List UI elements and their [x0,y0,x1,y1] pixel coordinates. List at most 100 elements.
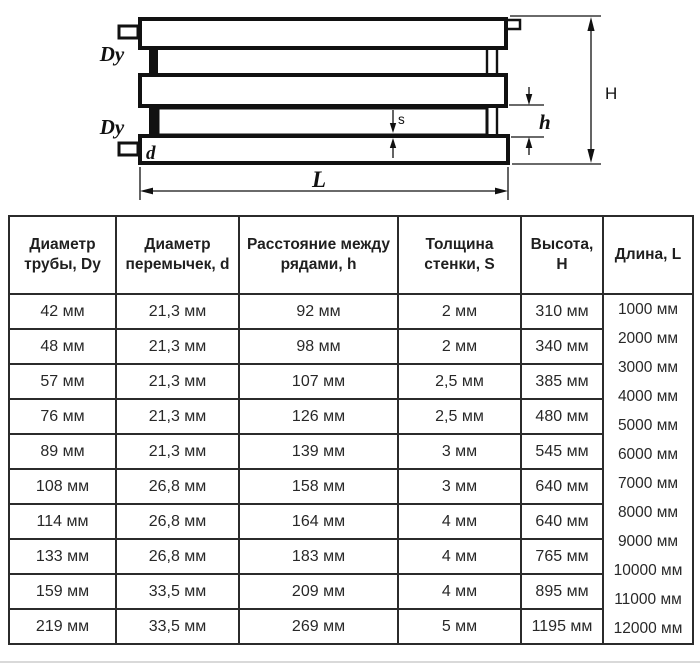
table-cell: 107 мм [238,363,399,400]
table-row: 219 мм 33,5 мм 269 мм 5 мм 1195 мм [8,608,693,645]
column-header-jumper-diameter: Диаметр перемычек, d [115,215,240,295]
table-cell: 2,5 мм [397,398,522,435]
table-cell: 21,3 мм [115,293,240,330]
fitting-top-left [117,24,140,40]
table-cell: 57 мм [8,363,117,400]
table-cell: 4 мм [397,503,522,540]
table-cell: 164 мм [238,503,399,540]
table-cell: 26,8 мм [115,503,240,540]
pipe-row-3 [156,106,489,137]
table-cell: 21,3 мм [115,363,240,400]
jumper-left-upper [149,46,158,78]
arrowhead-h-top [525,94,533,105]
dimensions-table: Диаметр трубы, Dy Диаметр перемычек, d Р… [8,215,694,645]
column-header-row-spacing: Расстояние между рядами, h [238,215,399,295]
table-cell: 269 мм [238,608,399,645]
table-cell: 480 мм [520,398,604,435]
length-value: 10000 мм [613,562,683,579]
table-cell: 89 мм [8,433,117,470]
table-cell: 3 мм [397,468,522,505]
table-cell: 340 мм [520,328,604,365]
table-cell: 108 мм [8,468,117,505]
length-value: 4000 мм [617,388,679,405]
fitting-bottom-left [117,141,140,157]
table-row: 108 мм 26,8 мм 158 мм 3 мм 640 мм [8,468,693,505]
length-value: 1000 мм [617,301,679,318]
jumper-left-lower [149,104,158,138]
arrowhead-h-bottom [525,137,533,148]
label-s: s [398,112,405,127]
table-cell: 895 мм [520,573,604,610]
table-cell: 33,5 мм [115,608,240,645]
pipe-row-2 [138,73,508,108]
table-row: 159 мм 33,5 мм 209 мм 4 мм 895 мм [8,573,693,610]
table-cell: 33,5 мм [115,573,240,610]
table-cell: 21,3 мм [115,328,240,365]
length-value: 11000 мм [614,591,682,608]
table-cell: 209 мм [238,573,399,610]
column-header-wall-thickness: Толщина стенки, S [397,215,522,295]
table-cell: 310 мм [520,293,604,330]
register-diagram-svg: Dy Dy d s h H L [99,15,617,200]
table-cell: 5 мм [397,608,522,645]
length-values-cell: 1000 мм 2000 мм 3000 мм 4000 мм 5000 мм … [602,293,694,645]
image-bottom-border [0,661,700,663]
table-cell: 92 мм [238,293,399,330]
dimension-H [510,15,601,165]
table-cell: 385 мм [520,363,604,400]
table-row: 48 мм 21,3 мм 98 мм 2 мм 340 мм [8,328,693,365]
table-cell: 159 мм [8,573,117,610]
header-row: Диаметр трубы, Dy Диаметр перемычек, d Р… [8,215,694,295]
table-cell: 158 мм [238,468,399,505]
table-cell: 139 мм [238,433,399,470]
arrowhead-L-left [140,187,153,195]
pipe-row-1 [138,17,508,50]
arrowhead-s-down [389,123,397,133]
table-cell: 2 мм [397,293,522,330]
label-dy-top: Dy [99,42,125,66]
length-value: 7000 мм [617,475,679,492]
table-cell: 183 мм [238,538,399,575]
table-cell: 545 мм [520,433,604,470]
table-row: 42 мм 21,3 мм 92 мм 2 мм 310 мм 1000 мм … [8,293,694,645]
table-row: 133 мм 26,8 мм 183 мм 4 мм 765 мм [8,538,693,575]
length-value: 8000 мм [617,504,679,521]
label-d: d [146,143,156,164]
table-row: 114 мм 26,8 мм 164 мм 4 мм 640 мм [8,503,693,540]
table-cell: 76 мм [8,398,117,435]
table-cell: 765 мм [520,538,604,575]
dimension-L [139,167,509,200]
label-dy-bottom: Dy [99,115,125,139]
table-cell: 3 мм [397,433,522,470]
table-cell: 1195 мм [520,608,604,645]
table-cell: 114 мм [8,503,117,540]
table-cell: 2 мм [397,328,522,365]
arrowhead-H-top [587,17,595,31]
table-cell: 4 мм [397,538,522,575]
arrowhead-s-up [389,138,397,148]
column-header-length: Длина, L [602,215,694,295]
label-H: H [605,84,617,103]
length-value: 9000 мм [617,533,679,550]
label-h: h [539,110,551,134]
table-cell: 98 мм [238,328,399,365]
arrowhead-L-right [495,187,508,195]
table-cell: 640 мм [520,503,604,540]
table-cell: 219 мм [8,608,117,645]
table-cell: 21,3 мм [115,398,240,435]
length-value: 12000 мм [613,620,683,637]
table-cell: 42 мм [8,293,117,330]
length-value: 5000 мм [617,417,679,434]
length-value: 2000 мм [617,330,679,347]
table-cell: 4 мм [397,573,522,610]
table-cell: 126 мм [238,398,399,435]
arrowhead-H-bottom [587,149,595,163]
table-cell: 133 мм [8,538,117,575]
column-header-height: Высота, H [520,215,604,295]
table-row: 57 мм 21,3 мм 107 мм 2,5 мм 385 мм [8,363,693,400]
length-value: 6000 мм [617,446,679,463]
register-diagram: Dy Dy d s h H L [0,0,700,215]
table-cell: 640 мм [520,468,604,505]
length-value: 3000 мм [617,359,679,376]
